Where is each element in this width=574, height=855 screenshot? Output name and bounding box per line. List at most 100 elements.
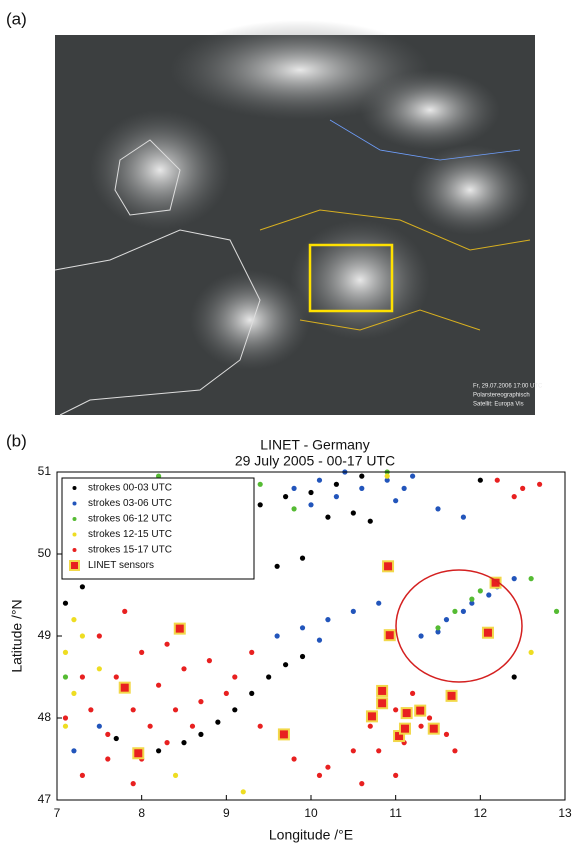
stroke-point [156, 473, 162, 479]
chart-title: LINET - Germany [260, 437, 369, 453]
stroke-point [274, 633, 280, 639]
legend-marker [72, 486, 77, 490]
stroke-point [181, 740, 187, 746]
legend-marker [72, 548, 77, 552]
stroke-point [79, 772, 85, 779]
plot-area [62, 469, 560, 795]
stroke-point [232, 707, 238, 713]
stroke-point [62, 649, 69, 656]
sensor-marker [132, 747, 145, 760]
stroke-point [266, 674, 272, 680]
stroke-point [316, 772, 323, 779]
sensor-marker [489, 576, 502, 589]
stroke-point [71, 617, 77, 623]
legend-marker [69, 560, 80, 571]
stroke-point [198, 731, 204, 738]
stroke-point [88, 707, 94, 713]
stroke-point [79, 584, 85, 590]
stroke-point [113, 735, 119, 742]
satellite-image [54, 20, 535, 416]
stroke-point [96, 666, 102, 672]
sensor-marker [376, 697, 389, 710]
x-tick-label: 11 [389, 806, 402, 820]
legend-marker [72, 532, 77, 537]
image-caption: Satellit: Europa Vis [473, 402, 524, 408]
stroke-point [62, 674, 69, 680]
stroke-point [435, 625, 441, 631]
stroke-point [384, 473, 390, 479]
stroke-point [156, 748, 162, 754]
stroke-point [62, 723, 69, 729]
stroke-point [452, 608, 458, 615]
stroke-point [325, 514, 331, 520]
stroke-point [274, 563, 280, 569]
stroke-point [130, 781, 136, 787]
sensor-marker [376, 684, 389, 697]
stroke-point [113, 674, 119, 680]
stroke-point [393, 707, 399, 713]
stroke-point [477, 588, 483, 594]
stroke-point [350, 510, 356, 516]
legend-label: strokes 00-03 UTC [88, 483, 172, 494]
image-caption: Polarstereographisch [473, 393, 530, 399]
stroke-point [71, 690, 77, 697]
stroke-point [164, 740, 170, 746]
stroke-point [249, 690, 255, 697]
stroke-point [257, 481, 263, 487]
stroke-point [62, 715, 69, 721]
stroke-point [460, 514, 466, 520]
stroke-point [257, 723, 263, 729]
stroke-point [206, 658, 212, 664]
stroke-point [105, 756, 111, 762]
stroke-point [62, 600, 69, 606]
sensor-marker [118, 681, 131, 694]
stroke-point [172, 707, 179, 713]
stroke-point [308, 502, 314, 508]
sensor-marker [383, 629, 396, 642]
stroke-point [122, 608, 128, 615]
stroke-point [96, 723, 102, 729]
stroke-point [316, 477, 323, 483]
legend-label: strokes 12-15 UTC [88, 529, 172, 540]
x-tick-label: 8 [138, 806, 145, 820]
stroke-point [418, 633, 424, 639]
stroke-point [291, 485, 297, 491]
x-axis-label: Longitude /°E [269, 827, 353, 843]
stroke-point [257, 502, 263, 508]
sensor-marker [400, 707, 413, 720]
stroke-point [477, 477, 483, 483]
stroke-point [316, 637, 323, 643]
stroke-point [520, 485, 526, 491]
y-axis-label: Latitude /°N [9, 599, 25, 672]
stroke-point [232, 674, 238, 680]
stroke-point [299, 625, 306, 631]
stroke-point [359, 485, 365, 491]
stroke-point [376, 748, 382, 754]
stroke-point [291, 756, 297, 762]
sensor-marker [173, 622, 186, 635]
legend-box [61, 477, 255, 580]
stroke-point [299, 653, 306, 660]
x-tick-label: 7 [54, 806, 61, 820]
legend-label: strokes 15-17 UTC [88, 545, 172, 556]
stroke-point [553, 608, 560, 615]
sensor-marker [414, 704, 427, 717]
stroke-point [393, 772, 399, 779]
stroke-point [443, 731, 450, 738]
stroke-point [325, 617, 331, 623]
stroke-point [198, 699, 204, 705]
legend-label: LINET sensors [88, 560, 154, 571]
panel-label: (a) [6, 9, 27, 28]
y-tick-label: 49 [38, 628, 52, 642]
y-tick-label: 50 [38, 546, 52, 560]
image-caption: Fr, 29.07.2006 17:00 UTC [473, 384, 543, 390]
stroke-point [528, 649, 534, 656]
sensor-marker [277, 728, 290, 741]
stroke-point [401, 485, 407, 491]
stroke-point [181, 666, 187, 672]
stroke-point [299, 555, 306, 561]
stroke-point [79, 633, 85, 639]
stroke-point [147, 723, 153, 729]
y-tick-label: 48 [38, 710, 52, 724]
stroke-point [105, 731, 111, 738]
